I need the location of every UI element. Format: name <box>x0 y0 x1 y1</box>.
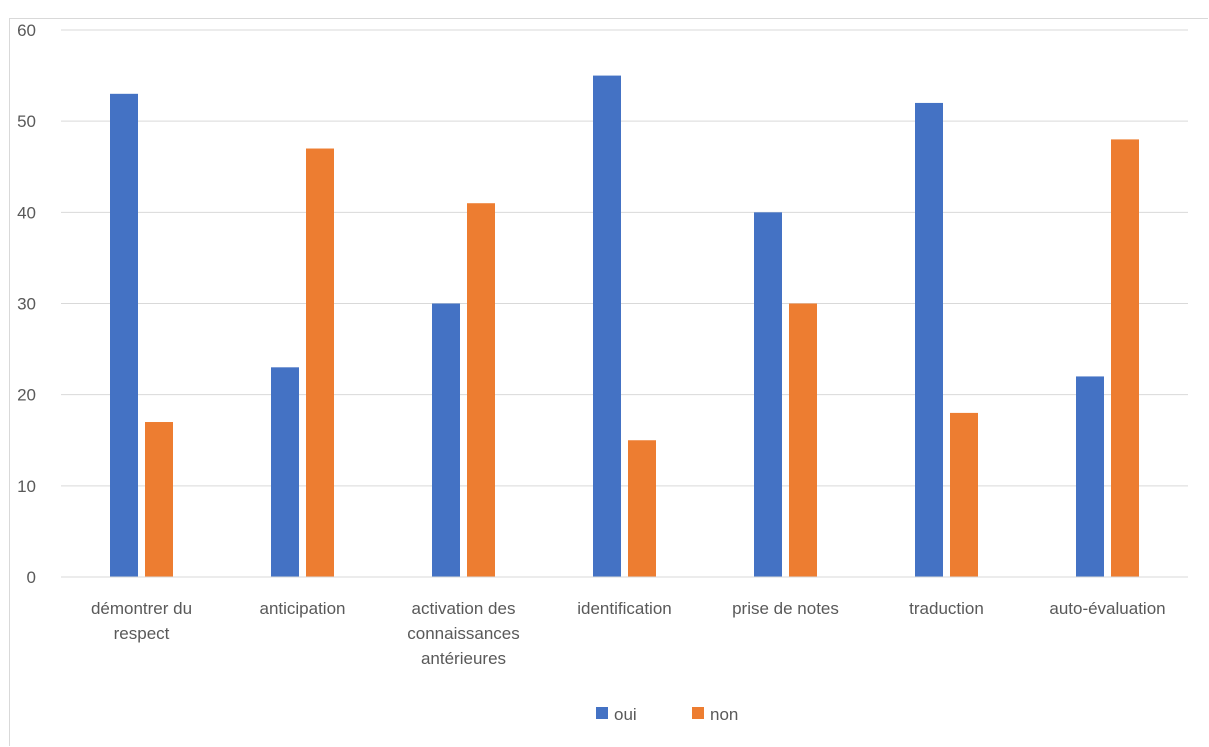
gridlines <box>61 29 1188 487</box>
bar-non <box>950 412 978 577</box>
x-category-label: prise de notes <box>732 599 839 618</box>
bar-oui <box>432 303 460 577</box>
x-category-label: anticipation <box>259 599 345 618</box>
x-category-label: auto-évaluation <box>1049 599 1165 618</box>
x-category-label: traduction <box>909 599 984 618</box>
x-category-label-line: identification <box>577 599 672 618</box>
legend-swatch-non <box>692 707 704 719</box>
bar-non <box>1111 139 1139 577</box>
x-category-label-line: prise de notes <box>732 599 839 618</box>
y-tick-label: 50 <box>17 112 36 131</box>
x-category-label-line: activation des <box>412 599 516 618</box>
bar-oui <box>110 93 138 578</box>
x-category-label: identification <box>577 599 672 618</box>
bar-non <box>306 148 334 577</box>
x-category-label-line: anticipation <box>259 599 345 618</box>
y-tick-label: 30 <box>17 295 36 314</box>
bar-non <box>467 203 495 577</box>
chart-frame <box>9 18 1208 746</box>
legend-swatch-oui <box>596 707 608 719</box>
bar-oui <box>271 367 299 577</box>
y-tick-label: 60 <box>17 21 36 40</box>
x-category-label-line: traduction <box>909 599 984 618</box>
x-category-label: démontrer du respect <box>91 599 192 643</box>
bar-oui <box>1076 376 1104 577</box>
bar-oui <box>593 75 621 577</box>
x-category-label-line: connaissances <box>407 624 519 643</box>
y-tick-label: 20 <box>17 386 36 405</box>
x-category-label-line: démontrer du <box>91 599 192 618</box>
legend-label-non: non <box>710 705 738 724</box>
bar-oui <box>915 102 943 577</box>
x-category-label-line: respect <box>114 624 170 643</box>
bar-non <box>145 422 173 577</box>
bar-non <box>789 303 817 577</box>
x-category-label: activation des connaissances antérieures <box>407 599 519 668</box>
y-tick-label: 0 <box>27 568 36 587</box>
x-category-label-line: antérieures <box>421 649 506 668</box>
x-category-label-line: auto-évaluation <box>1049 599 1165 618</box>
bar-non <box>628 440 656 577</box>
bar-oui <box>754 212 782 578</box>
legend-label-oui: oui <box>614 705 637 724</box>
bars <box>110 75 1139 578</box>
x-axis-category-labels: démontrer du respect anticipation activatio… <box>91 599 1166 668</box>
y-tick-label: 10 <box>17 477 36 496</box>
y-tick-label: 40 <box>17 203 36 222</box>
legend: oui non <box>596 705 738 724</box>
y-axis-tick-labels: 0 10 20 30 40 50 60 <box>17 21 36 587</box>
